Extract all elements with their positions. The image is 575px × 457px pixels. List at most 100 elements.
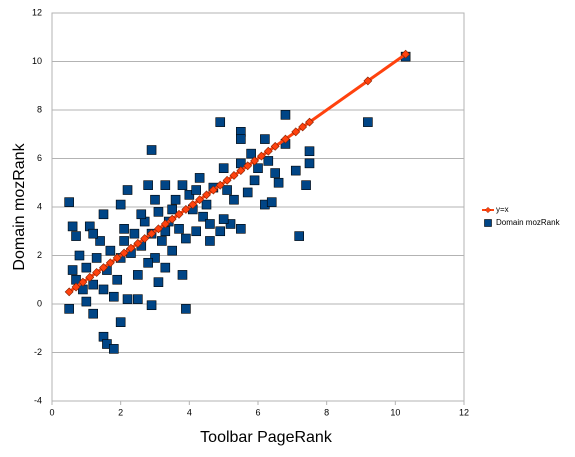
data-point	[67, 221, 78, 232]
data-point	[198, 211, 208, 222]
y-tick-label: -2	[34, 347, 42, 357]
data-point	[105, 258, 115, 268]
data-point	[236, 166, 246, 176]
data-point	[280, 110, 291, 120]
data-point	[98, 284, 109, 295]
data-point	[126, 243, 136, 253]
legend-label: Domain mozRank	[496, 218, 561, 227]
data-point	[215, 117, 226, 127]
data-point	[102, 339, 112, 349]
data-point	[170, 194, 181, 205]
data-point	[88, 279, 98, 290]
data-point	[242, 187, 253, 198]
data-point	[99, 263, 108, 273]
data-point	[112, 253, 122, 263]
data-point	[91, 253, 102, 263]
data-point	[160, 262, 171, 273]
y-tick-label: -4	[34, 395, 42, 405]
data-point	[122, 294, 133, 304]
data-point	[201, 199, 212, 210]
data-point	[253, 163, 263, 173]
data-point	[88, 308, 98, 319]
data-point	[263, 146, 273, 156]
x-tick-label: 6	[255, 407, 260, 417]
data-point	[174, 224, 184, 234]
data-point	[301, 180, 311, 190]
y-tick-label: 0	[37, 298, 42, 308]
data-point	[174, 209, 184, 219]
data-point	[133, 294, 143, 304]
data-point	[143, 180, 153, 190]
data-point	[153, 207, 164, 217]
data-point	[85, 272, 95, 282]
data-point	[229, 171, 239, 180]
data-point	[67, 265, 78, 275]
data-point	[236, 224, 246, 234]
data-point	[115, 199, 126, 210]
y-tick-label: 8	[37, 104, 42, 114]
data-point	[270, 141, 280, 151]
data-point	[281, 134, 290, 144]
data-point	[236, 134, 246, 144]
data-point	[195, 195, 205, 205]
data-point	[273, 177, 284, 188]
data-point	[305, 117, 314, 127]
data-point	[215, 180, 225, 190]
data-point	[115, 317, 126, 327]
data-point	[88, 228, 98, 239]
x-tick-label: 0	[49, 407, 54, 417]
data-point	[64, 287, 74, 297]
data-point	[188, 200, 198, 209]
data-point	[78, 277, 88, 287]
data-point	[215, 226, 226, 237]
data-point	[229, 194, 239, 205]
y-axis-title: Domain mozRank	[11, 142, 28, 270]
data-point	[146, 145, 157, 155]
data-point	[191, 185, 201, 195]
data-point	[363, 117, 373, 127]
data-point	[266, 197, 277, 207]
legend-marker	[484, 206, 492, 214]
data-point	[304, 146, 315, 157]
data-point	[257, 151, 266, 161]
data-point	[98, 209, 109, 220]
data-point	[153, 277, 164, 287]
x-tick-label: 2	[118, 407, 123, 417]
data-point	[150, 194, 160, 205]
data-point	[92, 268, 102, 277]
data-point	[194, 173, 205, 183]
y-tick-label: 12	[32, 7, 42, 17]
data-point	[246, 148, 256, 159]
data-point	[191, 226, 201, 237]
data-point	[270, 168, 280, 178]
data-point	[401, 49, 411, 59]
data-point	[202, 190, 211, 200]
data-point	[184, 190, 195, 200]
data-point	[150, 253, 160, 263]
y-tick-label: 2	[37, 250, 42, 260]
data-point	[95, 236, 105, 246]
data-point	[260, 134, 270, 144]
data-point	[81, 296, 92, 307]
data-point	[160, 219, 170, 229]
data-point	[167, 214, 177, 224]
x-axis-title: Toolbar PageRank	[200, 429, 333, 446]
data-point	[222, 175, 232, 185]
data-point	[109, 344, 119, 354]
data-point	[109, 291, 119, 302]
data-point	[133, 238, 143, 248]
data-point	[243, 161, 253, 171]
data-point	[298, 122, 308, 132]
data-point	[119, 236, 129, 246]
data-point	[177, 270, 188, 280]
data-point	[143, 257, 153, 268]
data-point	[140, 234, 150, 243]
y-tick-label: 4	[37, 201, 42, 211]
data-point	[222, 185, 232, 195]
data-point	[71, 231, 81, 241]
data-point	[119, 224, 129, 234]
x-tick-label: 8	[324, 407, 329, 417]
data-point	[291, 127, 301, 137]
data-point	[157, 236, 167, 246]
